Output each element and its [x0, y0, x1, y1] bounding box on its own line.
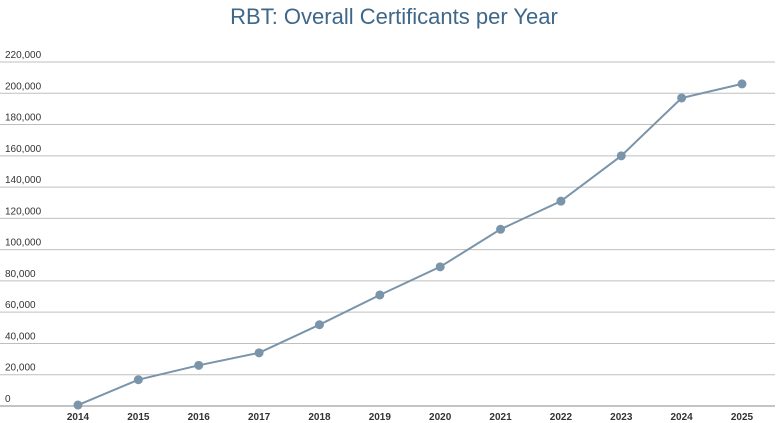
x-tick-label: 2023 [610, 412, 633, 423]
x-tick-label: 2018 [308, 412, 331, 423]
x-tick-label: 2017 [248, 412, 271, 423]
y-tick-label: 140,000 [5, 175, 42, 186]
y-axis-ticks: 0 20,000 40,000 60,000 80,000 100,000 120,000 1… [5, 50, 42, 405]
data-point [194, 360, 204, 370]
y-tick-label: 200,000 [5, 81, 42, 92]
x-tick-label: 2020 [429, 412, 452, 423]
series-line [77, 82, 743, 407]
data-point [73, 400, 83, 410]
x-tick-label: 2024 [671, 412, 694, 423]
x-tick-label: 2016 [188, 412, 211, 423]
x-axis-ticks: 2014 2015 2016 2017 2018 2019 2020 2021 2022 2023… [67, 412, 754, 423]
y-tick-label: 20,000 [5, 363, 36, 374]
data-point [254, 348, 264, 358]
data-point [616, 151, 626, 161]
y-tick-label: 180,000 [5, 113, 42, 124]
y-tick-label: 100,000 [5, 238, 42, 249]
y-tick-label: 40,000 [5, 331, 36, 342]
x-tick-label: 2021 [489, 412, 512, 423]
data-point [556, 196, 566, 206]
y-tick-label: 160,000 [5, 144, 42, 155]
x-tick-label: 2014 [67, 412, 90, 423]
data-point [677, 93, 687, 103]
y-tick-label: 220,000 [5, 50, 42, 61]
data-point [435, 262, 445, 272]
data-point [314, 320, 324, 330]
x-tick-label: 2015 [127, 412, 150, 423]
data-point [133, 375, 143, 385]
data-point [375, 290, 385, 300]
x-tick-label: 2019 [369, 412, 392, 423]
x-tick-label: 2025 [731, 412, 754, 423]
data-point [737, 79, 747, 89]
y-tick-label: 60,000 [5, 300, 36, 311]
y-tick-label: 120,000 [5, 206, 42, 217]
data-point [496, 224, 506, 234]
gridlines [0, 61, 775, 407]
chart-title: RBT: Overall Certificants per Year [230, 4, 558, 29]
series-layer [73, 79, 747, 410]
y-tick-label: 0 [5, 394, 11, 405]
y-tick-label: 80,000 [5, 269, 36, 280]
x-tick-label: 2022 [550, 412, 573, 423]
